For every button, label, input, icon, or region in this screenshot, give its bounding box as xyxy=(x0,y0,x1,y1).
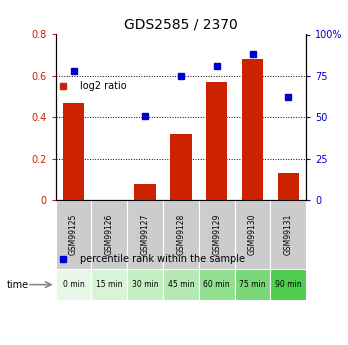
Text: percentile rank within the sample: percentile rank within the sample xyxy=(80,254,245,264)
Bar xyxy=(278,173,299,200)
Text: 90 min: 90 min xyxy=(275,280,302,289)
Bar xyxy=(199,200,235,269)
Bar xyxy=(170,134,192,200)
Text: 0 min: 0 min xyxy=(63,280,85,289)
Bar xyxy=(206,82,228,200)
Bar xyxy=(63,103,84,200)
Text: GSM99129: GSM99129 xyxy=(212,214,221,255)
Text: 45 min: 45 min xyxy=(168,280,194,289)
Bar xyxy=(134,184,156,200)
Bar xyxy=(56,269,92,300)
Text: 15 min: 15 min xyxy=(96,280,122,289)
Title: GDS2585 / 2370: GDS2585 / 2370 xyxy=(124,18,238,32)
Bar xyxy=(242,59,263,200)
Text: GSM99127: GSM99127 xyxy=(141,214,150,255)
Text: time: time xyxy=(7,280,29,289)
Bar xyxy=(235,269,270,300)
Text: 60 min: 60 min xyxy=(204,280,230,289)
Bar xyxy=(56,200,92,269)
Bar xyxy=(92,200,127,269)
Text: GSM99130: GSM99130 xyxy=(248,214,257,255)
Text: log2 ratio: log2 ratio xyxy=(80,81,127,91)
Bar xyxy=(127,269,163,300)
Bar xyxy=(199,269,235,300)
Text: GSM99126: GSM99126 xyxy=(105,214,114,255)
Bar xyxy=(92,269,127,300)
Bar xyxy=(163,200,199,269)
Bar xyxy=(270,269,306,300)
Text: GSM99131: GSM99131 xyxy=(284,214,293,255)
Text: GSM99125: GSM99125 xyxy=(69,214,78,255)
Text: GSM99128: GSM99128 xyxy=(176,214,185,255)
Text: 75 min: 75 min xyxy=(239,280,266,289)
Bar xyxy=(235,200,270,269)
Text: 30 min: 30 min xyxy=(132,280,158,289)
Bar xyxy=(270,200,306,269)
Bar xyxy=(163,269,199,300)
Bar xyxy=(127,200,163,269)
